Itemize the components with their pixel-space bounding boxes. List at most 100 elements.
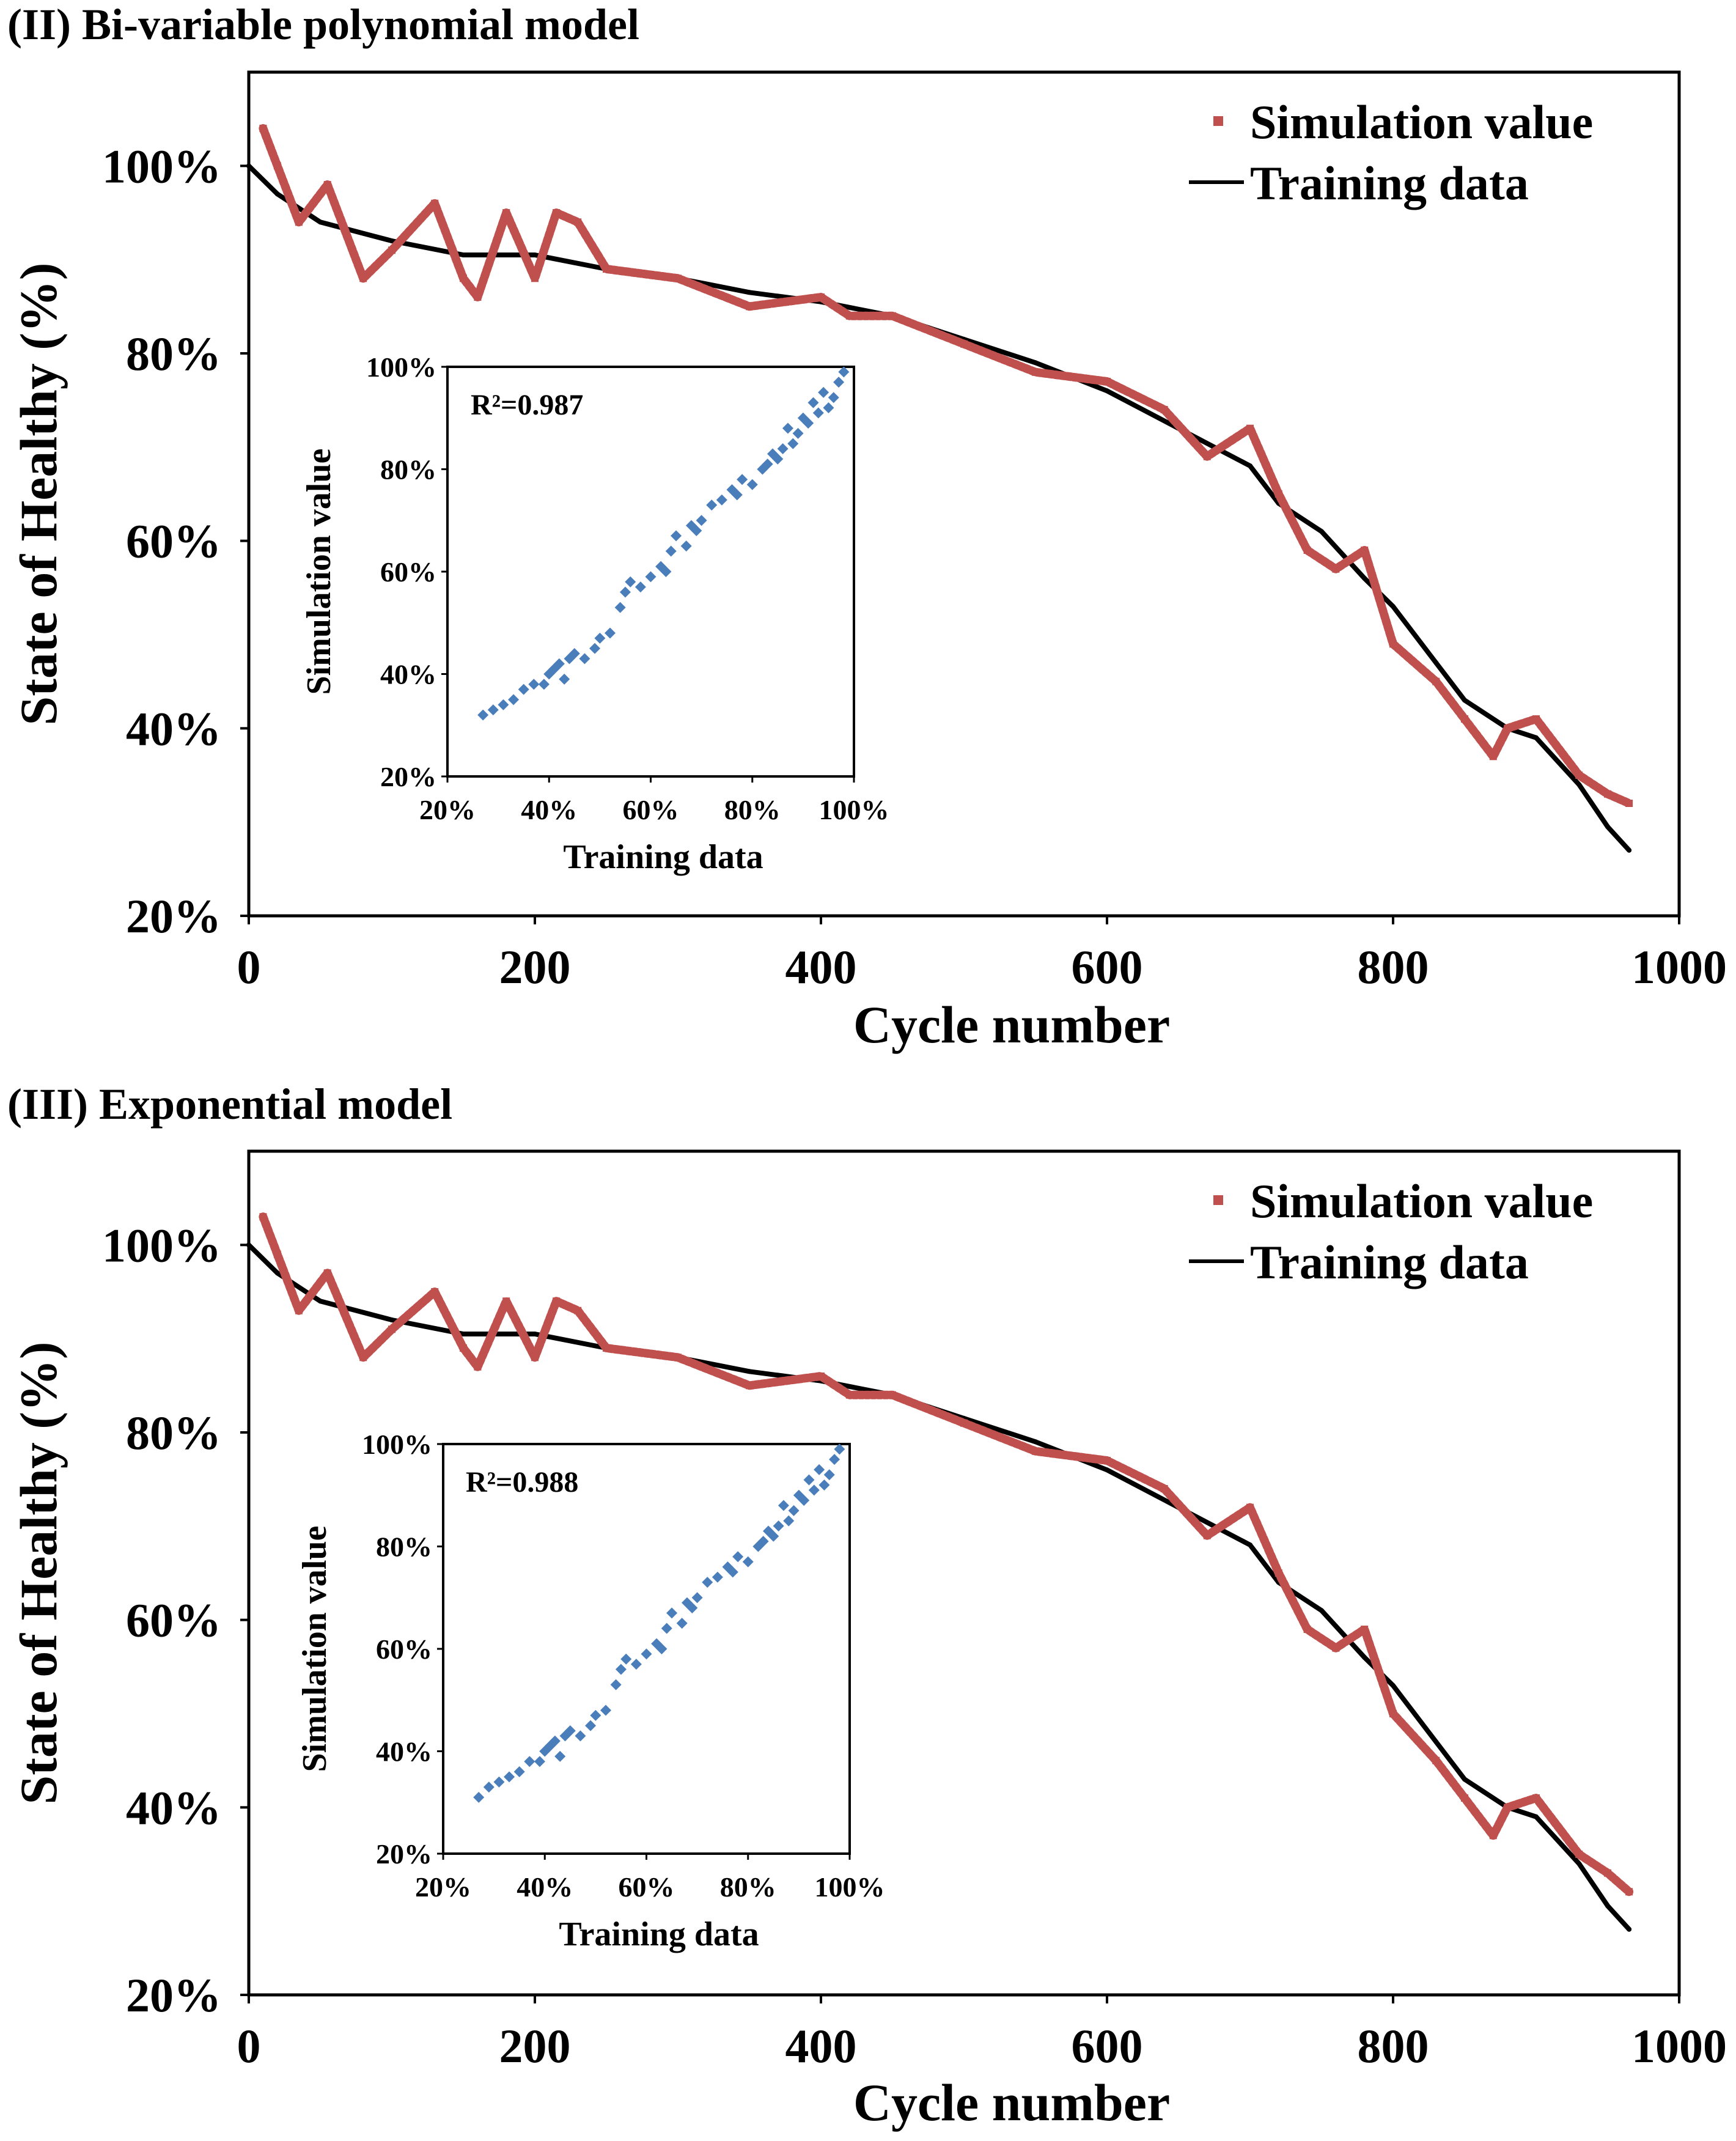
training-point [1462,1777,1467,1782]
x-tick-label: 1000 [1631,2019,1727,2073]
simulation-point [1575,772,1583,779]
simulation-point [1504,1804,1512,1811]
legend-marker-simulation [1213,116,1223,126]
scatter-point [661,1623,672,1634]
scatter-point [487,704,499,716]
x-axis-label: Cycle number [853,995,1170,1054]
simulation-point [553,1297,561,1305]
training-point [1576,782,1582,787]
scatter-point [589,643,601,654]
scatter-point [473,1791,485,1803]
simulation-point [1303,1626,1311,1633]
simulation-point [574,1306,582,1314]
scatter-point [696,515,707,526]
scatter-point [553,658,565,669]
simulation-point [1389,640,1397,648]
scatter-point [787,438,799,449]
simulation-point [460,275,467,282]
inset-y-label: Simulation value [296,1526,334,1772]
scatter-point [518,684,529,695]
inset-x-tick-label: 100% [819,794,889,825]
training-point [274,191,280,197]
simulation-point [1274,1569,1282,1577]
simulation-point [1332,565,1340,573]
panel-title: (II) Bi-variable polynomial model [7,0,639,49]
scatter-point [483,1782,495,1793]
training-point [532,252,537,257]
simulation-point [259,125,267,132]
inset-x-tick-label: 80% [720,1871,776,1903]
simulation-point [1575,1851,1583,1858]
scatter-point [686,1602,698,1613]
scatter-point [782,422,793,434]
inset-x-tick-label: 40% [521,794,577,825]
scatter-point [716,494,727,506]
scatter-point [634,581,646,593]
training-point [1433,1739,1439,1744]
y-axis-label: State of Healthy (%) [9,262,68,725]
scatter-point [559,673,570,685]
inset-y-tick-label: 80% [380,454,436,485]
legend-label-training: Training data [1250,157,1529,210]
training-point [1033,360,1038,366]
simulation-point [474,1363,482,1371]
inset-scatter: 20% 40% 60% 80% 100% 20% 40% 60% 80% 100% R²=0.98… [300,352,889,876]
simulation-point [1246,424,1254,432]
simulation-point [474,293,482,301]
panel-title: (III) Exponential model [7,1080,452,1129]
scatter-point [630,1659,642,1670]
scatter-point [554,1750,566,1762]
simulation-point [845,312,853,320]
simulation-point [746,1382,753,1390]
scatter-point [594,632,606,644]
training-point [1605,824,1610,830]
scatter-point [660,566,672,577]
training-point [1248,463,1252,468]
training-point [1248,1542,1252,1547]
x-tick-label: 800 [1358,940,1429,993]
scatter-point [772,453,784,465]
scatter-point [808,1484,820,1496]
simulation-point [502,1297,510,1305]
series-line-simulation [259,1212,1634,1896]
training-point [389,238,394,243]
simulation-point [1432,1756,1440,1764]
scatter-point [762,459,773,470]
simulation-point [460,1344,467,1352]
x-tick-label: 0 [237,940,261,993]
inset-y-tick-label: 40% [380,659,436,690]
simulation-point [603,1344,610,1352]
scatter-point [814,1464,825,1475]
inset-x-tick-label: 60% [619,1871,675,1903]
plot-frame [247,1149,1681,1997]
x-tick-label: 200 [499,940,571,993]
panel-exponential: (III) Exponential model 20% 40% 60% 80% 100%… [7,1080,1727,2132]
x-tick-label: 400 [785,940,857,993]
inset-x-tick-label: 100% [815,1871,885,1903]
scatter-point [742,1556,754,1568]
simulation-point [1604,790,1611,798]
scatter-point [610,1679,622,1690]
simulation-point [1103,1457,1111,1464]
x-tick-label: 0 [237,2019,261,2073]
scatter-point [731,489,743,501]
simulation-point [531,1354,539,1362]
x-tick-label: 200 [499,2019,571,2073]
scatter-point [477,709,489,721]
simulation-point [359,1354,367,1362]
inset-x-label: Training data [563,838,763,876]
scatter-point [680,540,692,552]
scatter-point [504,1771,515,1783]
y-tick-label: 20% [126,890,221,943]
scatter-point [568,648,580,659]
training-point [318,219,323,225]
scatter-point [513,1766,525,1777]
simulation-point [431,199,439,207]
scatter-point [549,1735,561,1747]
inset-y-tick-label: 20% [376,1838,432,1870]
scatter-point [665,545,677,557]
y-tick-label: 100% [102,139,221,193]
scatter-point [585,1720,597,1731]
scatter-point [788,1505,800,1516]
